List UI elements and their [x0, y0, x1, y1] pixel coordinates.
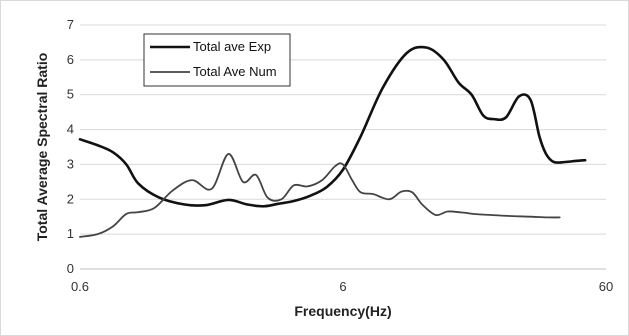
legend-label-series-2: Total Ave Num	[193, 64, 277, 79]
series-line-2	[79, 153, 561, 238]
y-tick-label: 0	[67, 261, 74, 276]
y-tick-label: 5	[67, 87, 74, 102]
legend-box	[143, 33, 291, 87]
axes: 0 1 2 3 4 5 6 7 0.6 6 60	[67, 17, 613, 294]
series-line-1	[78, 45, 587, 208]
y-tick-label: 1	[67, 226, 74, 241]
y-tick-label: 7	[67, 17, 74, 32]
y-tick-label: 2	[67, 191, 74, 206]
x-tick-label: 60	[599, 279, 613, 294]
x-tick-label: 0.6	[71, 279, 89, 294]
y-axis-title: Total Average Spectral Ratio	[34, 53, 50, 242]
series-lines	[78, 45, 587, 238]
y-tick-label: 4	[67, 122, 74, 137]
x-tick-label: 6	[339, 279, 346, 294]
legend-label-series-1: Total ave Exp	[193, 39, 271, 54]
y-tick-label: 3	[67, 156, 74, 171]
legend: Total ave Exp Total Ave Num	[143, 33, 291, 87]
y-tick-label: 6	[67, 52, 74, 67]
x-axis-title: Frequency(Hz)	[294, 303, 391, 319]
